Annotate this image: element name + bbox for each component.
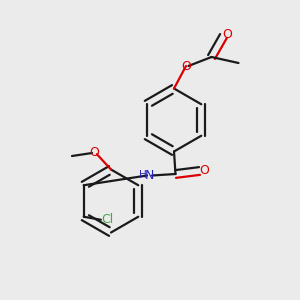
Text: H: H bbox=[139, 169, 147, 180]
Text: O: O bbox=[181, 59, 191, 73]
Text: O: O bbox=[199, 164, 209, 178]
Text: N: N bbox=[144, 169, 154, 182]
Text: O: O bbox=[222, 28, 232, 41]
Text: O: O bbox=[90, 146, 99, 160]
Text: Cl: Cl bbox=[102, 213, 114, 226]
